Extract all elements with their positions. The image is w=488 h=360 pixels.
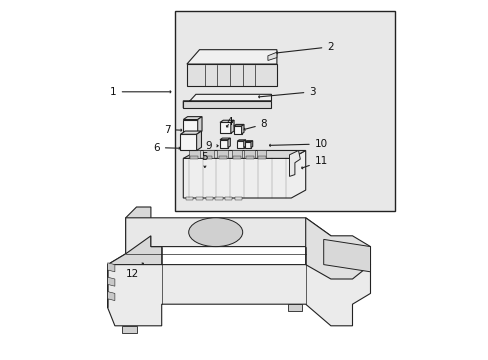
Polygon shape — [180, 134, 196, 150]
Polygon shape — [241, 125, 244, 134]
Polygon shape — [107, 263, 115, 272]
Polygon shape — [186, 64, 276, 86]
Polygon shape — [233, 126, 241, 134]
Bar — [224, 197, 232, 200]
Polygon shape — [250, 141, 252, 148]
Polygon shape — [107, 292, 115, 301]
Polygon shape — [230, 120, 234, 133]
Text: 11: 11 — [301, 156, 327, 169]
Bar — [232, 156, 241, 159]
Polygon shape — [244, 141, 252, 142]
Polygon shape — [122, 326, 136, 333]
Polygon shape — [196, 131, 201, 150]
Bar — [218, 156, 226, 159]
Polygon shape — [220, 122, 230, 133]
Bar — [189, 156, 197, 159]
Text: 7: 7 — [164, 125, 181, 135]
Bar — [196, 197, 203, 200]
Polygon shape — [125, 218, 330, 254]
Bar — [205, 197, 212, 200]
Text: 12: 12 — [126, 263, 143, 279]
Bar — [186, 197, 193, 200]
Polygon shape — [220, 140, 227, 148]
Polygon shape — [107, 207, 162, 308]
Text: 3: 3 — [258, 87, 315, 98]
Polygon shape — [289, 150, 300, 176]
Polygon shape — [183, 101, 271, 108]
Bar — [204, 156, 212, 159]
Polygon shape — [197, 117, 202, 134]
Bar — [231, 150, 242, 158]
Bar — [234, 197, 242, 200]
Bar — [175, 11, 394, 211]
Polygon shape — [183, 120, 197, 134]
Polygon shape — [287, 304, 302, 311]
Text: 10: 10 — [269, 139, 327, 149]
Polygon shape — [244, 142, 250, 148]
Bar — [245, 156, 253, 159]
Bar — [188, 150, 199, 158]
Polygon shape — [227, 138, 230, 148]
Polygon shape — [183, 150, 305, 198]
Polygon shape — [107, 277, 115, 286]
Polygon shape — [186, 50, 276, 64]
Bar — [257, 150, 265, 158]
Polygon shape — [237, 141, 244, 148]
Bar — [203, 150, 213, 158]
Bar — [217, 150, 228, 158]
Ellipse shape — [188, 218, 242, 247]
Polygon shape — [220, 120, 234, 122]
Text: 5: 5 — [201, 152, 208, 167]
Polygon shape — [107, 247, 370, 326]
Polygon shape — [233, 125, 244, 126]
Polygon shape — [183, 94, 271, 108]
Text: 2: 2 — [276, 42, 333, 54]
Bar — [215, 197, 222, 200]
Polygon shape — [183, 117, 202, 120]
Polygon shape — [244, 140, 245, 148]
Text: 1: 1 — [110, 87, 170, 97]
Text: 6: 6 — [153, 143, 180, 153]
Polygon shape — [183, 150, 305, 158]
Polygon shape — [305, 218, 370, 279]
Polygon shape — [323, 239, 370, 272]
Text: 8: 8 — [244, 119, 267, 130]
Text: 9: 9 — [205, 141, 217, 151]
Polygon shape — [237, 140, 245, 141]
Polygon shape — [180, 131, 201, 134]
Bar — [258, 156, 265, 159]
Polygon shape — [220, 138, 230, 140]
Text: 4: 4 — [226, 117, 233, 127]
Bar — [244, 150, 254, 158]
Polygon shape — [267, 52, 276, 60]
